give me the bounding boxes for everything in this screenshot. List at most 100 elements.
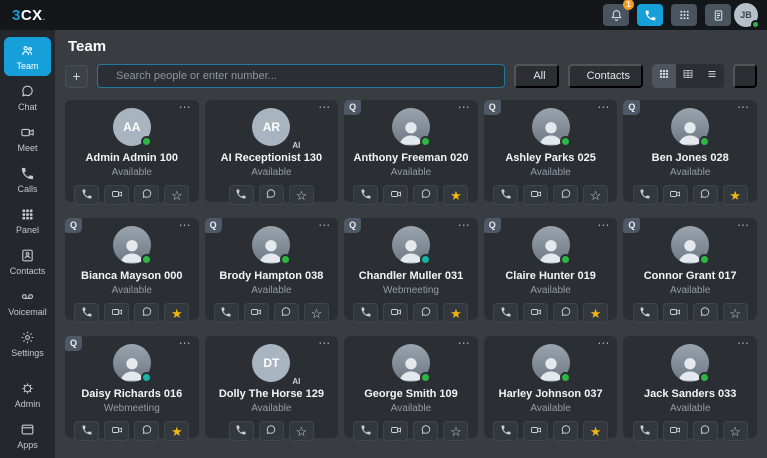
favorite-star-button[interactable]: ☆ — [583, 185, 609, 205]
notifications-button[interactable]: 1 — [603, 0, 634, 26]
card-menu-button[interactable]: ⋯ — [737, 336, 750, 350]
favorite-star-button[interactable]: ☆ — [722, 421, 748, 441]
call-button[interactable] — [228, 421, 254, 441]
video-call-button[interactable] — [523, 421, 549, 441]
video-call-button[interactable] — [243, 303, 269, 323]
video-call-button[interactable] — [383, 303, 409, 323]
video-call-button[interactable] — [104, 303, 130, 323]
favorite-star-button[interactable]: ☆ — [288, 185, 314, 205]
sidebar-item-meet[interactable]: Meet — [4, 119, 51, 158]
team-member-card[interactable]: ⋯ George Smith 109 Available ☆ — [344, 336, 478, 441]
card-menu-button[interactable]: ⋯ — [737, 218, 750, 232]
favorite-star-button[interactable]: ★ — [443, 303, 469, 323]
filter-all-button[interactable]: All — [514, 64, 559, 88]
sidebar-item-panel[interactable]: Panel — [4, 201, 51, 240]
favorite-star-button[interactable]: ☆ — [288, 421, 314, 441]
video-call-button[interactable] — [104, 421, 130, 441]
team-member-card[interactable]: Q ⋯ Chandler Muller 031 Webmeeting ★ — [344, 218, 478, 323]
add-button[interactable]: + — [65, 64, 88, 88]
card-menu-button[interactable]: ⋯ — [178, 336, 192, 350]
favorite-star-button[interactable]: ★ — [722, 185, 748, 205]
contacts-button[interactable]: Contacts — [567, 64, 643, 88]
sidebar-item-contacts[interactable]: Contacts — [4, 242, 51, 281]
team-member-card[interactable]: Q ⋯ Anthony Freeman 020 Available ★ — [344, 100, 478, 205]
video-call-button[interactable] — [662, 303, 688, 323]
favorite-star-button[interactable]: ☆ — [164, 185, 190, 205]
call-button[interactable] — [632, 303, 658, 323]
team-member-card[interactable]: ⋯ DT AI Dolly The Horse 129 Available ☆ — [204, 336, 339, 441]
video-call-button[interactable] — [383, 421, 409, 441]
call-button[interactable] — [353, 421, 379, 441]
chat-button[interactable] — [273, 303, 299, 323]
team-member-card[interactable]: Q ⋯ Ben Jones 028 Available ★ — [623, 100, 757, 205]
user-avatar[interactable]: JB — [734, 3, 760, 29]
favorite-star-button[interactable]: ★ — [583, 421, 609, 441]
video-call-button[interactable] — [523, 185, 549, 205]
favorite-star-button[interactable]: ☆ — [443, 421, 469, 441]
favorite-star-button[interactable]: ★ — [164, 421, 190, 441]
team-member-card[interactable]: ⋯ Harley Johnson 037 Available ★ — [483, 336, 618, 441]
call-button[interactable] — [353, 303, 379, 323]
chat-button[interactable] — [692, 185, 718, 205]
sidebar-item-calls[interactable]: Calls — [4, 160, 51, 199]
favorite-star-button[interactable]: ★ — [443, 185, 469, 205]
chat-button[interactable] — [553, 303, 579, 323]
card-menu-button[interactable]: ⋯ — [597, 218, 611, 232]
phone-button[interactable] — [637, 4, 663, 26]
call-button[interactable] — [74, 303, 100, 323]
chat-button[interactable] — [413, 185, 439, 205]
call-button[interactable] — [493, 185, 519, 205]
team-member-card[interactable]: Q ⋯ Claire Hunter 019 Available ★ — [483, 218, 618, 323]
card-menu-button[interactable]: ⋯ — [178, 100, 192, 114]
chat-button[interactable] — [258, 421, 284, 441]
team-member-card[interactable]: Q ⋯ Connor Grant 017 Available ☆ — [623, 218, 757, 323]
favorite-star-button[interactable]: ★ — [164, 303, 190, 323]
card-menu-button[interactable]: ⋯ — [597, 336, 611, 350]
chat-button[interactable] — [692, 421, 718, 441]
team-member-card[interactable]: Q ⋯ Ashley Parks 025 Available ☆ — [483, 100, 618, 205]
call-button[interactable] — [493, 421, 519, 441]
video-call-button[interactable] — [523, 303, 549, 323]
notes-button[interactable] — [705, 4, 731, 26]
video-call-button[interactable] — [662, 185, 688, 205]
card-menu-button[interactable]: ⋯ — [178, 218, 192, 232]
video-call-button[interactable] — [662, 421, 688, 441]
call-button[interactable] — [74, 421, 100, 441]
chat-button[interactable] — [553, 421, 579, 441]
favorite-star-button[interactable]: ☆ — [303, 303, 329, 323]
view-grid-large-button[interactable] — [652, 64, 676, 88]
chat-button[interactable] — [553, 185, 579, 205]
chat-button[interactable] — [413, 303, 439, 323]
video-call-button[interactable] — [383, 185, 409, 205]
card-menu-button[interactable]: ⋯ — [597, 100, 611, 114]
call-button[interactable] — [228, 185, 254, 205]
sidebar-item-settings[interactable]: Settings — [4, 324, 51, 363]
chat-button[interactable] — [258, 185, 284, 205]
call-button[interactable] — [74, 185, 100, 205]
chat-button[interactable] — [413, 421, 439, 441]
view-list-button[interactable] — [700, 64, 724, 88]
view-settings-button[interactable] — [733, 64, 757, 88]
card-menu-button[interactable]: ⋯ — [318, 218, 332, 232]
chat-button[interactable] — [692, 303, 718, 323]
team-member-card[interactable]: ⋯ AA Admin Admin 100 Available ☆ — [65, 100, 199, 205]
team-member-card[interactable]: ⋯ Jack Sanders 033 Available ☆ — [623, 336, 757, 441]
search-input[interactable] — [114, 69, 496, 83]
sidebar-item-chat[interactable]: Chat — [4, 78, 51, 117]
call-button[interactable] — [353, 185, 379, 205]
call-button[interactable] — [493, 303, 519, 323]
call-button[interactable] — [632, 421, 658, 441]
video-call-button[interactable] — [104, 185, 130, 205]
team-member-card[interactable]: Q ⋯ Daisy Richards 016 Webmeeting ★ — [65, 336, 199, 441]
card-menu-button[interactable]: ⋯ — [457, 336, 471, 350]
favorite-star-button[interactable]: ☆ — [722, 303, 748, 323]
card-menu-button[interactable]: ⋯ — [318, 100, 332, 114]
sidebar-item-team[interactable]: Team — [4, 37, 51, 76]
favorite-star-button[interactable]: ★ — [583, 303, 609, 323]
search-box[interactable] — [97, 64, 506, 88]
chat-button[interactable] — [134, 303, 160, 323]
card-menu-button[interactable]: ⋯ — [457, 218, 471, 232]
team-member-card[interactable]: Q ⋯ Bianca Mayson 000 Available ★ — [65, 218, 199, 323]
call-button[interactable] — [213, 303, 239, 323]
card-menu-button[interactable]: ⋯ — [737, 100, 750, 114]
